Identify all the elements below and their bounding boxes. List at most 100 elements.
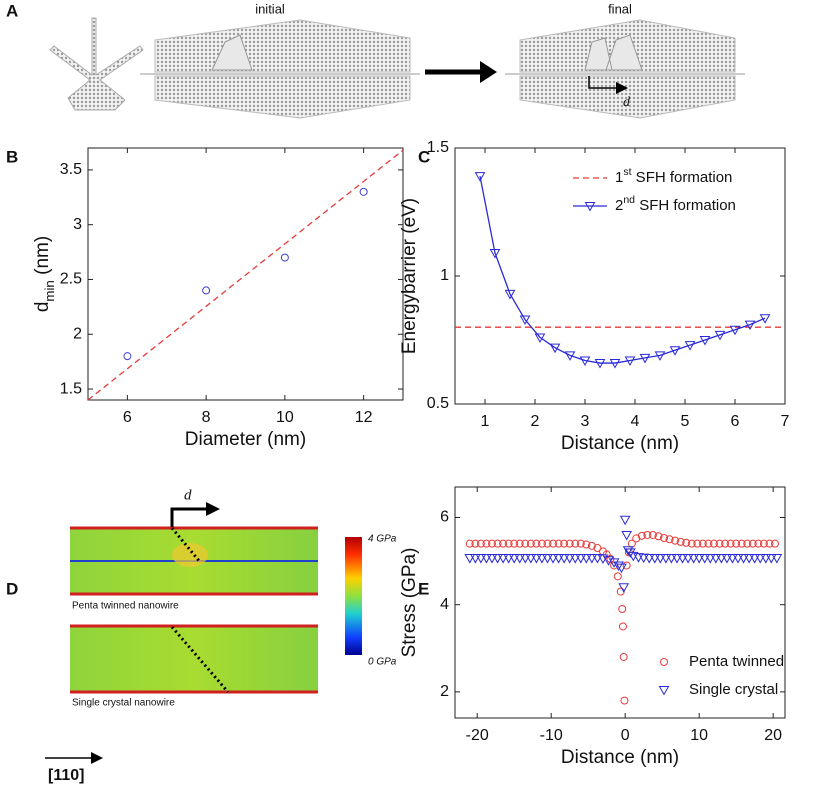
marker [482,539,491,548]
marker [744,320,756,331]
marker [514,554,526,564]
legend-label-part: SFH formation [632,169,733,186]
marker [721,539,730,548]
fault-line [170,626,230,693]
marker [698,539,707,548]
marker [618,622,627,631]
marker [669,346,681,356]
marker [620,696,629,705]
marker [464,554,476,564]
marker [714,330,726,341]
caption: Penta twinned nanowire [72,601,179,612]
marker [609,359,621,369]
marker [637,531,646,540]
marker [715,539,724,548]
marker [564,351,576,361]
marker [621,530,633,541]
marker [519,315,531,326]
y-axis-label-part: d [32,302,53,313]
x-tick-label: 6 [123,409,132,426]
marker [716,554,727,564]
marker [608,558,620,568]
marker [643,530,652,539]
marker [560,539,569,548]
marker [481,554,492,564]
marker [759,539,768,548]
x-tick-label: 3 [581,413,590,430]
marker [579,356,591,366]
marker [622,546,634,556]
caption: Single crystal nanowire [72,698,175,709]
marker [693,539,702,548]
marker [709,539,718,548]
x-tick-label: 10 [276,409,294,426]
marker [760,554,772,564]
marker [280,253,289,262]
marker [618,583,630,593]
marker [729,325,741,336]
marker [749,554,761,564]
marker [554,539,563,548]
marker [721,554,733,564]
x-tick-label: 0 [621,727,630,744]
marker [671,536,680,545]
colorbar-min: 0 GPa [368,657,397,668]
marker [582,540,591,549]
marker [624,356,636,366]
arrowhead [480,61,497,83]
marker [564,554,576,564]
marker [575,554,587,564]
plot-frame [87,147,404,401]
marker [743,539,752,548]
marker [525,554,537,564]
y-axis-label-sub: min [42,280,57,301]
marker [671,554,683,564]
marker [465,539,474,548]
marker [765,554,777,564]
marker [492,554,503,564]
x-tick-label: 5 [681,413,690,430]
marker [726,539,735,548]
marker [515,539,524,548]
fault [584,34,643,71]
arrowhead [206,502,220,516]
legend-label-part: 1 [615,169,623,186]
marker [748,539,757,548]
fault-line [170,527,202,563]
marker [565,539,574,548]
marker [677,554,688,564]
marker [503,554,514,564]
wire-final [519,75,736,119]
marker [519,554,531,564]
panel-label: D [6,579,18,598]
marker [625,548,636,558]
marker [587,541,596,550]
plot-frame [454,147,786,405]
legend-label-sup: nd [623,194,635,206]
marker [537,539,546,548]
marker [737,539,746,548]
marker [489,248,501,259]
marker [536,554,548,564]
legend-marker [660,658,668,666]
x-tick-label: 12 [355,409,373,426]
marker [754,539,763,548]
y-tick-label: 1 [440,267,449,284]
marker [618,605,627,614]
marker [558,554,570,564]
marker [699,336,711,346]
plot-frame [454,486,786,719]
marker [504,539,513,548]
x-tick-label: 2 [531,413,540,430]
x-tick-label: 20 [764,727,782,744]
marker [639,353,651,364]
y-axis-label: dmin (nm) [32,236,57,312]
marker [476,539,485,548]
marker [549,343,561,354]
marker [660,554,672,564]
colorbar-max: 4 GPa [368,534,397,545]
legend-marker [584,202,596,212]
y-axis-label-part: (nm) [32,236,53,280]
y-tick-label: 2.5 [60,271,82,288]
marker [594,359,606,369]
